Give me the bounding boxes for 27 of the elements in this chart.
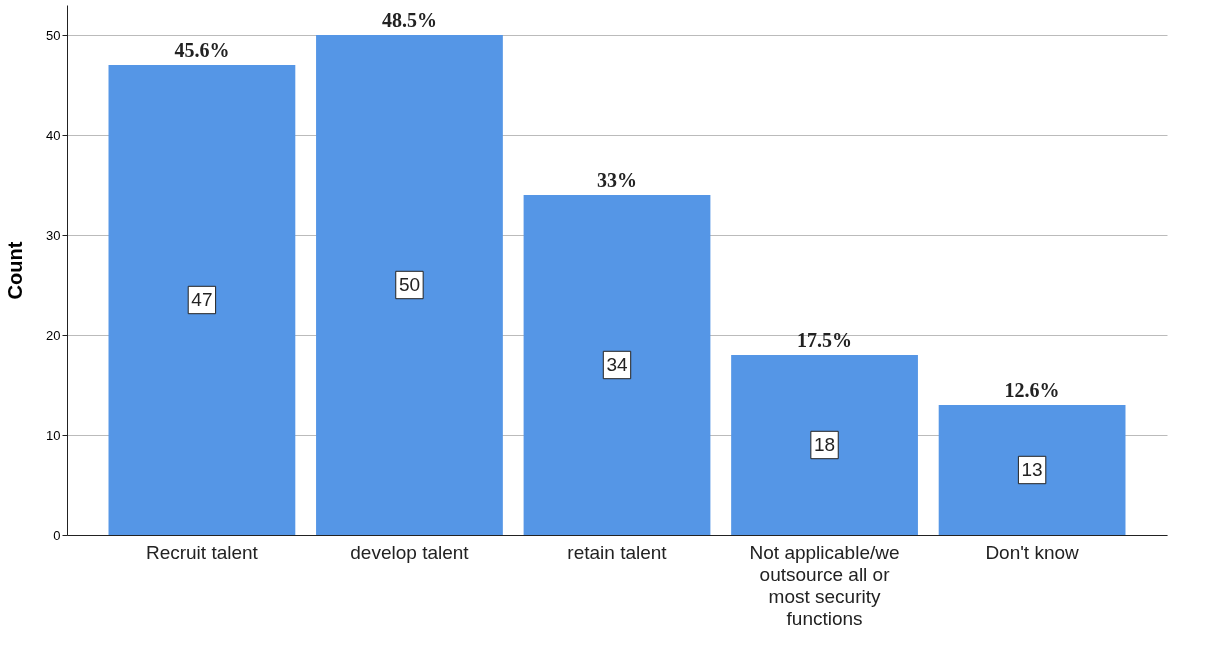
- bar: [108, 65, 296, 535]
- y-tick-label: 20: [46, 327, 61, 343]
- data-label: 34: [606, 354, 628, 375]
- data-label: 50: [398, 274, 421, 295]
- x-tick-label: retain talent: [567, 541, 668, 563]
- bar: [523, 195, 711, 535]
- annotation: 45.6%: [174, 39, 230, 61]
- data-label: 47: [191, 289, 213, 310]
- annotation: 17.5%: [797, 329, 853, 351]
- data-label: 13: [1021, 459, 1043, 480]
- bar: [731, 355, 918, 535]
- annotation: 33%: [597, 169, 637, 191]
- y-tick-label: 30: [46, 227, 61, 243]
- annotation: 12.6%: [1004, 379, 1060, 401]
- y-axis-title: Count: [4, 241, 27, 300]
- x-tick-label: Recruit talent: [145, 541, 259, 563]
- bar: [938, 405, 1126, 535]
- annotation: 48.5%: [381, 9, 437, 31]
- y-tick-label: 10: [46, 427, 61, 443]
- y-tick-label: 50: [46, 27, 61, 43]
- bar: [316, 35, 503, 535]
- y-tick-label: 40: [46, 127, 61, 143]
- x-tick-label: develop talent: [350, 541, 470, 563]
- data-label: 18: [813, 434, 836, 455]
- x-tick-label: Not applicable/we outsource all or most security functions: [749, 541, 900, 629]
- y-tick-label: 0: [53, 527, 61, 543]
- x-tick-label: Don't know: [985, 541, 1080, 563]
